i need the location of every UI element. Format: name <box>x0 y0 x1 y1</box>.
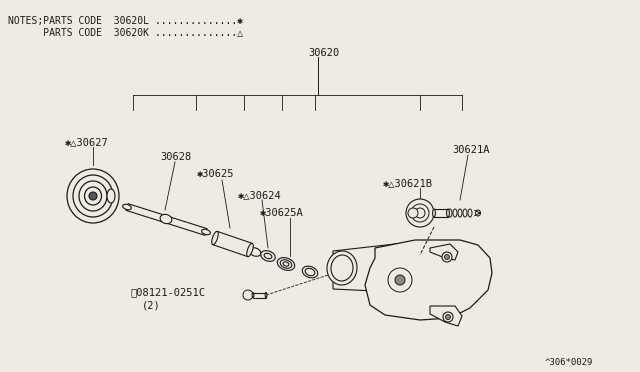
Text: ✱△30621B: ✱△30621B <box>383 178 433 188</box>
Text: NOTES;PARTS CODE  30620L ..............✱: NOTES;PARTS CODE 30620L ..............✱ <box>8 16 243 26</box>
Ellipse shape <box>202 229 211 235</box>
Ellipse shape <box>458 209 462 217</box>
Polygon shape <box>333 244 405 292</box>
Text: 30620: 30620 <box>308 48 339 58</box>
Text: ✱△30627: ✱△30627 <box>65 137 109 147</box>
Ellipse shape <box>79 181 107 211</box>
Circle shape <box>408 208 418 218</box>
Ellipse shape <box>260 251 275 262</box>
Text: ✱30625: ✱30625 <box>197 169 234 179</box>
Polygon shape <box>212 231 252 257</box>
Ellipse shape <box>327 251 357 285</box>
Ellipse shape <box>453 209 457 217</box>
Ellipse shape <box>247 243 253 257</box>
Circle shape <box>442 252 452 262</box>
Ellipse shape <box>160 214 172 224</box>
Ellipse shape <box>249 248 261 256</box>
Circle shape <box>395 275 405 285</box>
Circle shape <box>443 312 453 322</box>
Ellipse shape <box>212 231 218 245</box>
Text: (2): (2) <box>142 300 161 310</box>
Ellipse shape <box>84 187 102 205</box>
Ellipse shape <box>463 209 467 217</box>
Circle shape <box>406 199 434 227</box>
Text: Ⓑ08121-0251C: Ⓑ08121-0251C <box>130 287 205 297</box>
Text: PARTS CODE  30620K ..............△: PARTS CODE 30620K ..............△ <box>8 27 243 37</box>
Ellipse shape <box>89 192 97 200</box>
Ellipse shape <box>73 175 113 217</box>
Circle shape <box>445 314 451 320</box>
Polygon shape <box>430 306 462 326</box>
Ellipse shape <box>302 266 317 278</box>
Ellipse shape <box>283 262 289 266</box>
Polygon shape <box>430 244 458 260</box>
Text: ✱30625A: ✱30625A <box>260 208 304 218</box>
Ellipse shape <box>265 292 267 298</box>
Ellipse shape <box>468 209 472 217</box>
Ellipse shape <box>123 204 131 210</box>
Polygon shape <box>253 292 266 298</box>
Ellipse shape <box>280 260 292 268</box>
Ellipse shape <box>448 209 452 217</box>
Text: ^306*0029: ^306*0029 <box>545 358 593 367</box>
Circle shape <box>243 290 253 300</box>
Text: ✱△30624: ✱△30624 <box>238 190 282 200</box>
Ellipse shape <box>277 257 294 270</box>
Ellipse shape <box>433 209 435 217</box>
Ellipse shape <box>447 209 449 217</box>
Polygon shape <box>434 209 448 217</box>
Circle shape <box>445 254 449 260</box>
Ellipse shape <box>67 169 119 223</box>
Circle shape <box>415 208 425 218</box>
Polygon shape <box>365 240 492 320</box>
Text: 30628: 30628 <box>160 152 191 162</box>
Ellipse shape <box>107 189 115 203</box>
Text: 30621A: 30621A <box>452 145 490 155</box>
Ellipse shape <box>476 210 481 216</box>
Ellipse shape <box>252 292 254 298</box>
Polygon shape <box>126 203 207 235</box>
Circle shape <box>411 204 429 222</box>
Ellipse shape <box>305 268 315 276</box>
